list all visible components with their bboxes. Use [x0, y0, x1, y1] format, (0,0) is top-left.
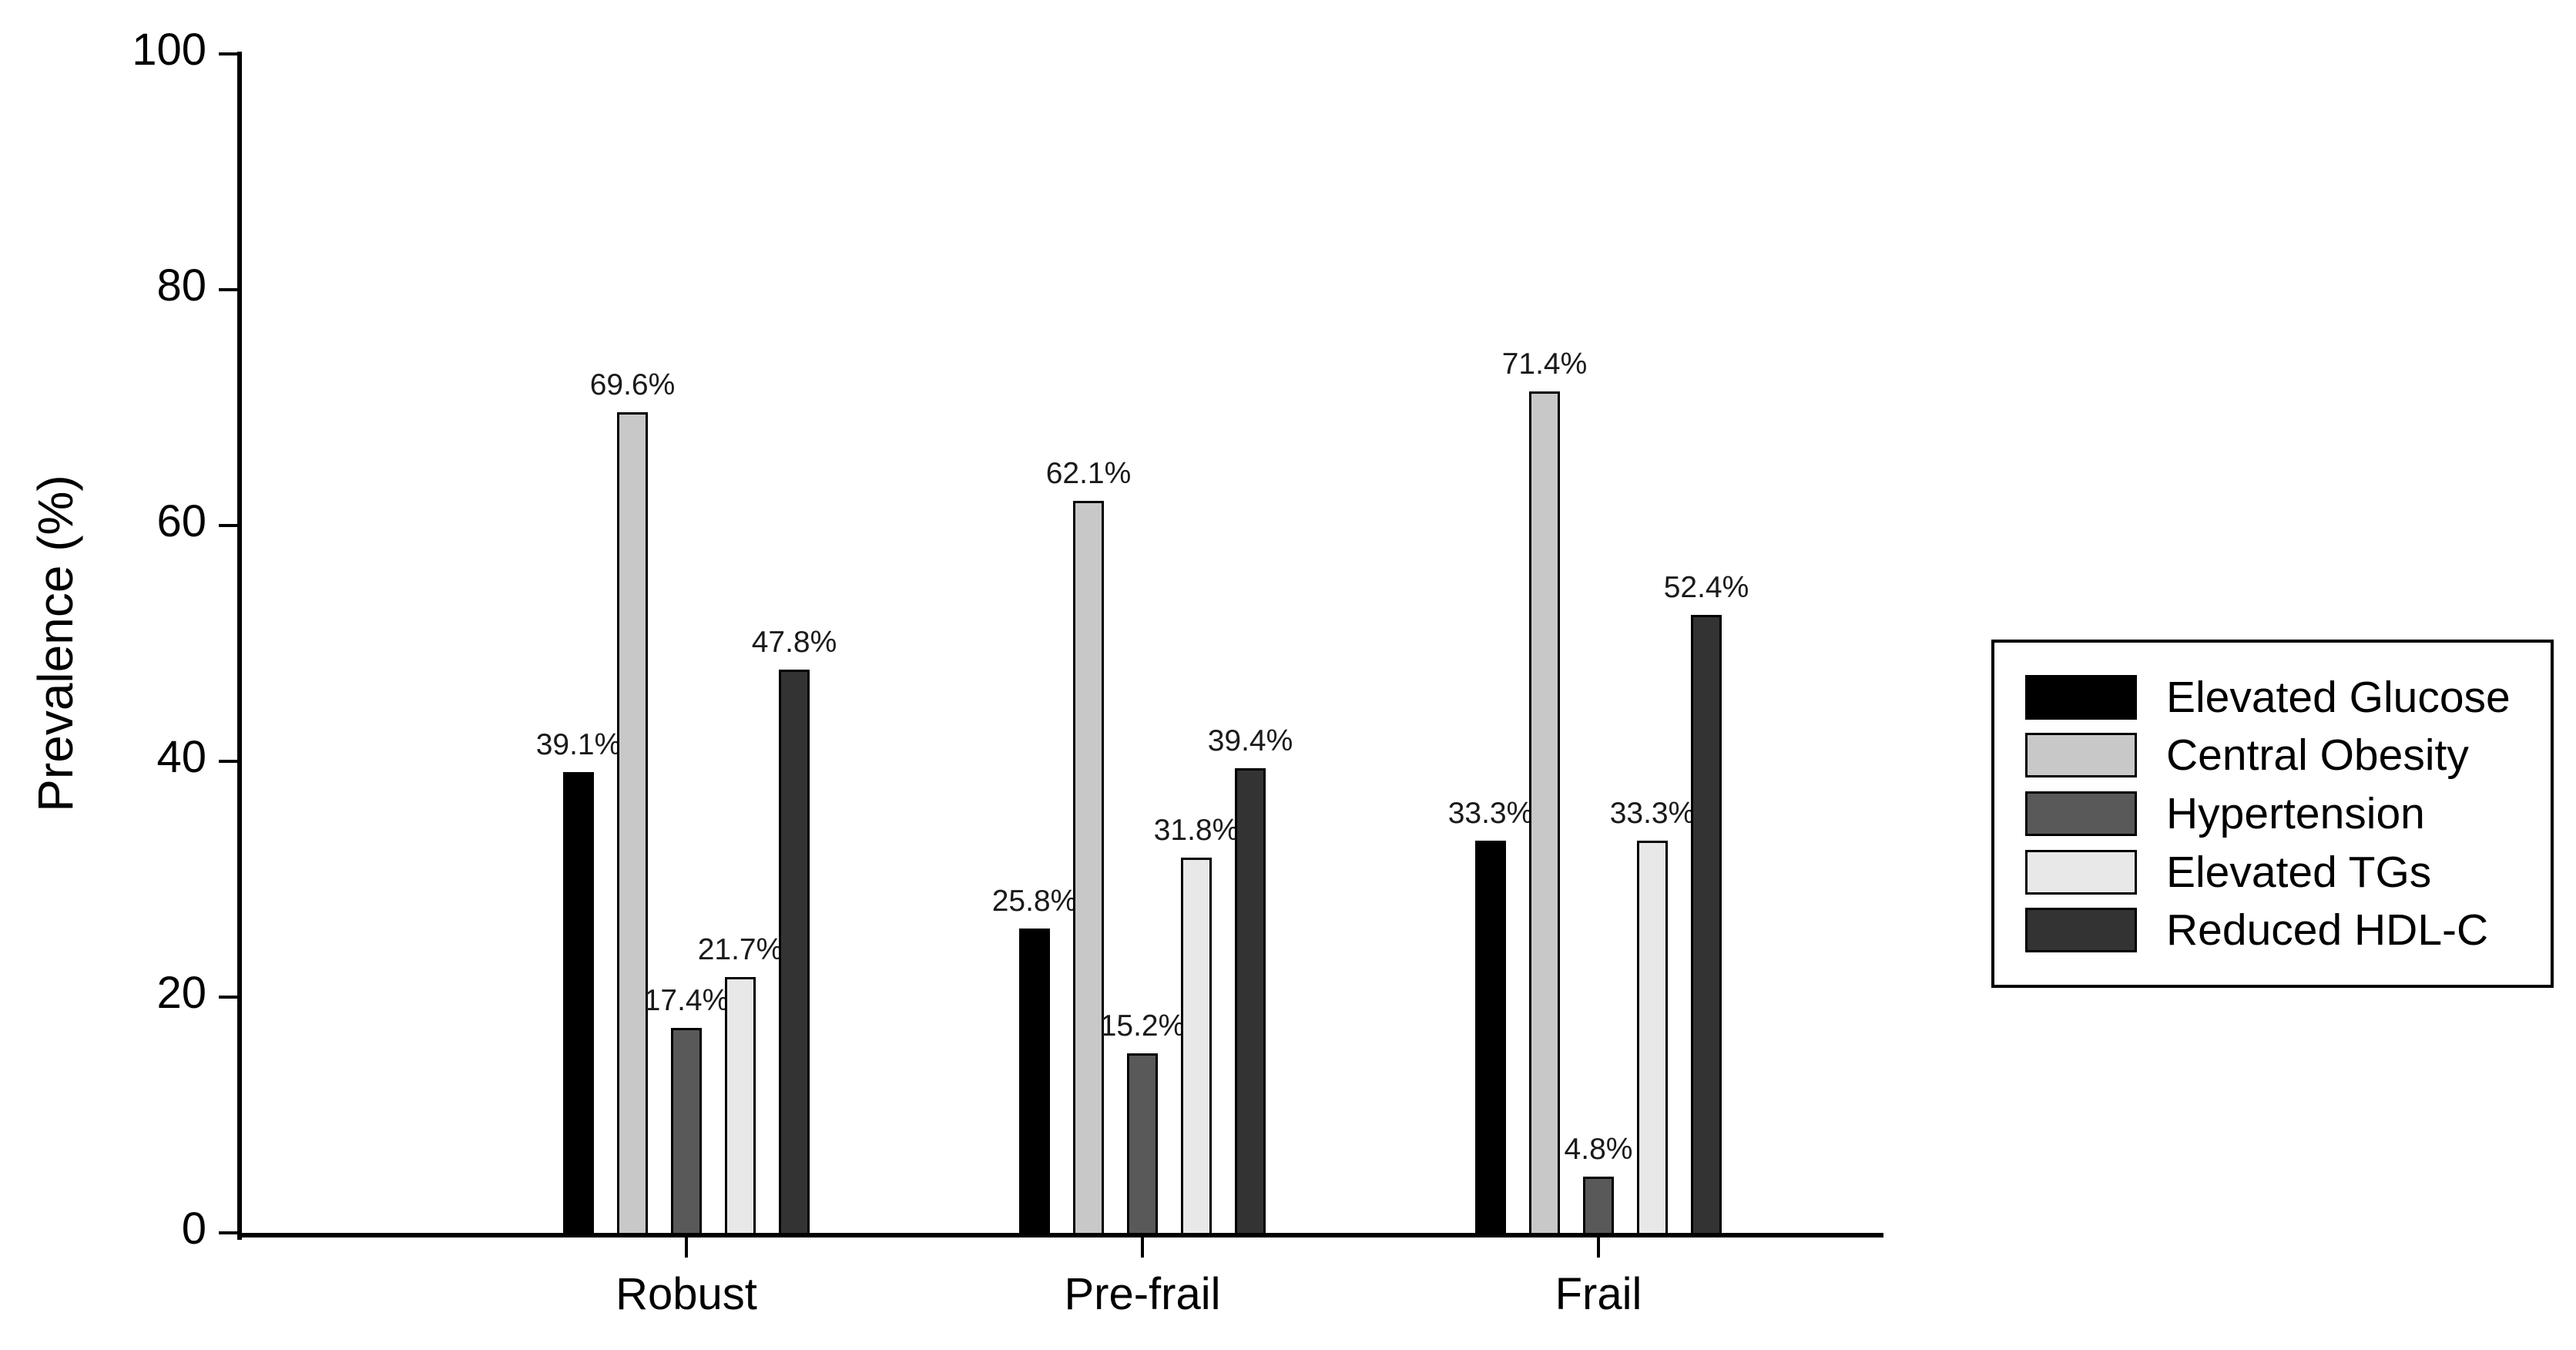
bar-value-label: 52.4% — [1663, 571, 1749, 605]
bar-value-label: 33.3% — [1447, 796, 1534, 830]
category-label-frail: Frail — [1555, 1269, 1642, 1319]
bar-central-obesity — [1073, 500, 1104, 1233]
bar-value-label: 69.6% — [589, 368, 676, 402]
bar-value-label: 4.8% — [1564, 1132, 1633, 1166]
x-axis-line — [237, 1233, 1883, 1238]
x-tick-mark — [1597, 1238, 1600, 1258]
bar-hypertension — [1583, 1176, 1614, 1233]
y-tick-label: 100 — [132, 25, 206, 75]
y-tick-mark — [219, 524, 237, 527]
legend-label: Elevated TGs — [2166, 847, 2432, 897]
bar-value-label: 39.4% — [1207, 724, 1293, 758]
bar-elevated-tgs — [1637, 840, 1668, 1233]
bar-central-obesity — [1529, 391, 1560, 1233]
y-tick-label: 60 — [156, 496, 206, 546]
bar-hypertension — [1127, 1053, 1158, 1233]
y-tick-mark — [219, 996, 237, 999]
y-tick-label: 20 — [156, 968, 206, 1018]
bar-value-label: 71.4% — [1501, 347, 1588, 381]
legend-label: Hypertension — [2166, 788, 2425, 838]
y-tick-label: 0 — [181, 1204, 206, 1254]
bar-value-label: 21.7% — [697, 933, 783, 966]
legend-item: Reduced HDL-C — [2025, 905, 2535, 955]
bar-value-label: 39.1% — [535, 727, 622, 761]
bar-reduced-hdl-c — [1235, 768, 1266, 1233]
y-tick-mark — [219, 1231, 237, 1234]
legend-swatch-reduced-hdl-c — [2025, 908, 2137, 953]
legend-swatch-elevated-glucose — [2025, 674, 2137, 720]
category-label-robust: Robust — [615, 1269, 757, 1319]
bar-hypertension — [671, 1027, 702, 1233]
legend-item: Elevated TGs — [2025, 847, 2535, 898]
bar-elevated-glucose — [1475, 840, 1506, 1233]
y-axis-line — [237, 52, 242, 1240]
x-tick-mark — [685, 1238, 688, 1258]
legend-item: Hypertension — [2025, 788, 2535, 839]
bar-value-label: 33.3% — [1609, 796, 1696, 830]
bar-value-label: 62.1% — [1045, 456, 1132, 490]
legend: Elevated Glucose Central Obesity Hypertens… — [1991, 640, 2554, 988]
legend-label: Reduced HDL-C — [2166, 905, 2489, 955]
y-tick-mark — [219, 288, 237, 291]
legend-item: Central Obesity — [2025, 730, 2535, 781]
bar-value-label: 47.8% — [751, 625, 837, 659]
y-tick-mark — [219, 52, 237, 55]
plot-area: 0 20 40 60 80 100 39.1% 69.6% 17.4% 21.7% 47.8% 25… — [132, 28, 1883, 1318]
legend-swatch-elevated-tgs — [2025, 849, 2137, 895]
bar-value-label: 25.8% — [991, 885, 1078, 918]
legend-swatch-hypertension — [2025, 791, 2137, 836]
bar-reduced-hdl-c — [779, 669, 810, 1233]
legend-swatch-central-obesity — [2025, 733, 2137, 778]
y-axis-title: Prevalence (%) — [28, 475, 83, 812]
bar-value-label: 31.8% — [1153, 814, 1239, 848]
legend-label: Central Obesity — [2166, 730, 2469, 781]
bar-elevated-tgs — [1181, 858, 1212, 1233]
bar-elevated-tgs — [725, 977, 756, 1233]
legend-label: Elevated Glucose — [2166, 672, 2511, 722]
category-label-pre-frail: Pre-frail — [1064, 1269, 1221, 1319]
y-tick-label: 80 — [156, 260, 206, 311]
bar-value-label: 15.2% — [1099, 1009, 1186, 1043]
bar-elevated-glucose — [1019, 929, 1050, 1233]
y-tick-mark — [219, 760, 237, 763]
bar-value-label: 17.4% — [643, 983, 730, 1017]
x-tick-mark — [1141, 1238, 1144, 1258]
bar-reduced-hdl-c — [1691, 615, 1722, 1233]
y-tick-label: 40 — [156, 732, 206, 782]
legend-item: Elevated Glucose — [2025, 672, 2535, 723]
bar-central-obesity — [617, 412, 648, 1233]
bar-elevated-glucose — [563, 771, 594, 1233]
